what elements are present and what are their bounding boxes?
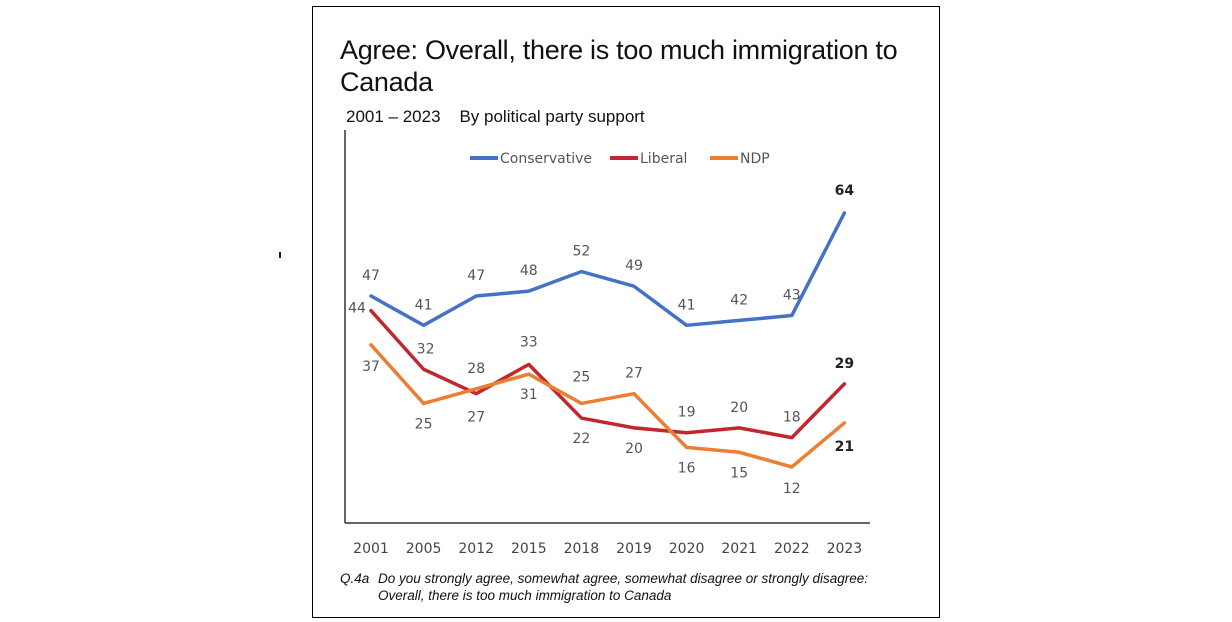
data-label-conservative: 48 — [520, 263, 538, 279]
x-tick-label: 2019 — [616, 541, 652, 557]
data-label-ndp: 37 — [362, 359, 380, 375]
chart-subtitle: 2001 – 2023 By political party support — [346, 107, 645, 127]
data-label-liberal: 19 — [678, 405, 696, 421]
data-label-ndp: 28 — [467, 361, 485, 377]
subtitle-range: 2001 – 2023 — [346, 107, 441, 126]
data-label-ndp: 25 — [415, 416, 433, 432]
series-line-conservative — [369, 211, 847, 328]
legend-label-conservative: Conservative — [500, 151, 592, 167]
data-label-conservative: 42 — [730, 292, 748, 308]
data-label-ndp: 12 — [783, 481, 801, 497]
x-tick-label: 2022 — [774, 541, 810, 557]
footnote-question-id: Q.4a — [340, 571, 370, 586]
data-label-liberal: 27 — [467, 410, 485, 426]
data-label-conservative: 52 — [572, 244, 590, 260]
data-label-conservative: 64 — [835, 183, 855, 199]
data-label-ndp: 16 — [678, 460, 696, 476]
subtitle-group: By political party support — [459, 107, 645, 126]
chart-frame — [312, 6, 940, 618]
data-label-liberal: 44 — [348, 301, 366, 317]
data-label-conservative: 41 — [415, 297, 433, 313]
data-label-liberal: 32 — [417, 341, 435, 357]
data-label-liberal: 22 — [572, 431, 590, 447]
data-label-liberal: 33 — [520, 334, 538, 350]
data-label-liberal: 29 — [835, 356, 854, 372]
data-label-ndp: 27 — [625, 366, 643, 382]
stray-mark — [279, 252, 281, 258]
x-tick-label: 2005 — [406, 541, 442, 557]
x-tick-label: 2012 — [458, 541, 494, 557]
footnote-question-text: Do you strongly agree, somewhat agree, s… — [378, 571, 869, 586]
x-tick-label: 2018 — [564, 541, 600, 557]
x-tick-label: 2023 — [827, 541, 863, 557]
chart-title: Agree: Overall, there is too much immigr… — [340, 35, 898, 97]
series-line-liberal — [369, 308, 847, 440]
data-label-conservative: 43 — [783, 288, 801, 304]
legend-label-liberal: Liberal — [640, 151, 687, 167]
data-label-liberal: 20 — [625, 441, 643, 457]
data-label-conservative: 47 — [362, 268, 380, 284]
x-tick-label: 2001 — [353, 541, 389, 557]
x-tick-label: 2021 — [721, 541, 757, 557]
x-tick-label: 2020 — [669, 541, 705, 557]
data-label-ndp: 21 — [835, 439, 854, 455]
footnote: Q.4a Do you strongly agree, somewhat agre… — [340, 570, 868, 604]
legend-label-ndp: NDP — [740, 151, 770, 167]
data-label-ndp: 31 — [520, 387, 538, 403]
footnote-question-text-2: Overall, there is too much immigration t… — [378, 588, 672, 603]
data-label-ndp: 15 — [730, 465, 748, 481]
data-label-conservative: 41 — [678, 297, 696, 313]
data-label-ndp: 25 — [572, 369, 590, 385]
data-label-conservative: 47 — [467, 268, 485, 284]
data-label-conservative: 49 — [625, 258, 643, 274]
series-line-ndp — [369, 343, 847, 469]
x-tick-label: 2015 — [511, 541, 547, 557]
data-label-liberal: 20 — [730, 400, 748, 416]
data-label-liberal: 18 — [783, 410, 801, 426]
